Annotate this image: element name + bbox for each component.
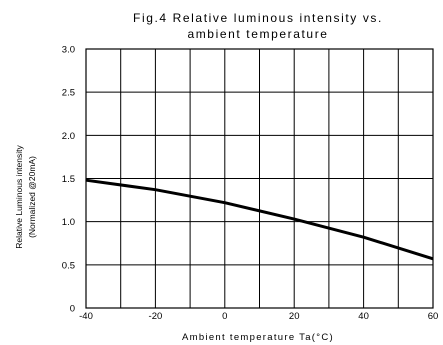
y-tick-label: 0 — [70, 304, 75, 315]
x-tick-label: 40 — [358, 311, 369, 322]
x-tick-label: -40 — [79, 311, 93, 322]
y-tick-label: 1.5 — [62, 174, 75, 185]
y-axis-label-line-2: (Normalized @20mA) — [27, 156, 37, 238]
grid — [85, 48, 434, 309]
plot-area-frame — [85, 48, 434, 309]
chart-title-line-2: ambient temperature — [187, 27, 328, 41]
y-tick-labels: 0 0.5 1.0 1.5 2.0 2.5 3.0 — [62, 45, 75, 315]
x-tick-label: -20 — [149, 311, 163, 322]
y-tick-label: 0.5 — [62, 260, 75, 271]
x-tick-labels: -40 -20 0 20 40 60 — [79, 311, 438, 322]
x-tick-label: 20 — [289, 311, 300, 322]
chart-title-line-1: Fig.4 Relative luminous intensity vs. — [133, 11, 383, 25]
y-tick-label: 3.0 — [62, 45, 75, 56]
series-layer — [85, 178, 434, 261]
y-tick-label: 2.5 — [62, 88, 75, 99]
x-axis-label: Ambient temperature Ta(°C) — [182, 332, 334, 343]
y-tick-label: 1.0 — [62, 217, 75, 228]
series-line — [85, 178, 434, 261]
y-tick-label: 2.0 — [62, 131, 75, 142]
y-axis-label-line-1: Relative Luminous intensity — [14, 145, 24, 249]
x-tick-label: 60 — [428, 311, 439, 322]
x-tick-label: 0 — [222, 311, 227, 322]
